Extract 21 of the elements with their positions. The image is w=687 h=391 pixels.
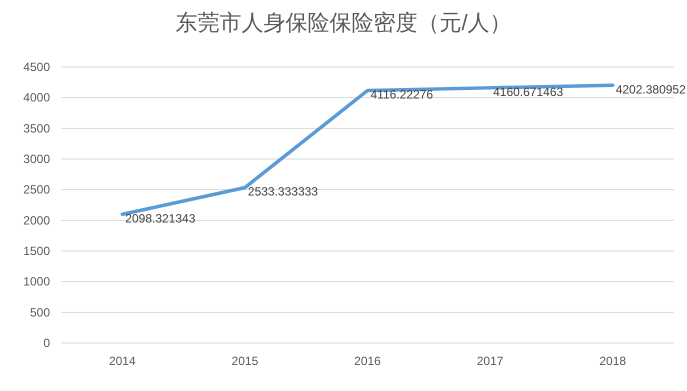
y-tick-label: 1500	[23, 244, 50, 258]
x-tick-label: 2017	[476, 354, 504, 368]
y-tick-label: 2500	[23, 182, 50, 197]
y-tick-label: 4000	[23, 90, 50, 105]
data-label: 4202.380952	[616, 82, 686, 96]
x-tick-label: 2018	[599, 354, 626, 368]
y-tick-label: 0	[43, 336, 50, 350]
data-label: 4116.22276	[370, 88, 434, 102]
data-label: 2533.333333	[248, 184, 318, 199]
y-tick-label: 1000	[23, 274, 50, 289]
y-tick-label: 500	[30, 305, 50, 320]
y-tick-label: 4500	[23, 60, 50, 74]
data-label: 4160.671463	[493, 84, 564, 99]
y-tick-label: 2000	[23, 213, 50, 228]
y-tick-label: 3000	[23, 152, 50, 166]
chart-title: 东莞市人身保险保险密度（元/人）	[175, 10, 512, 35]
data-label: 2098.321343	[125, 211, 196, 226]
x-tick-label: 2015	[232, 354, 259, 368]
x-tick-label: 2016	[354, 354, 382, 368]
y-tick-label: 3500	[23, 121, 50, 136]
x-tick-label: 2014	[108, 354, 136, 368]
